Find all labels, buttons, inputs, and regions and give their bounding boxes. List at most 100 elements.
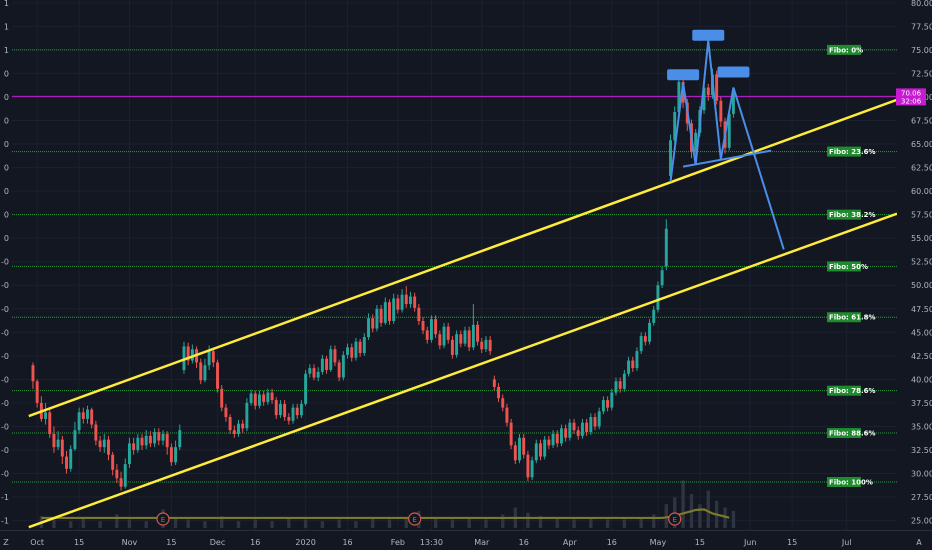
- candle-body: [169, 447, 173, 463]
- candle-body: [94, 424, 98, 441]
- candle-body: [69, 449, 73, 469]
- candle-body: [534, 443, 538, 461]
- pattern-marker: [667, 69, 700, 81]
- left-tick-label: -0: [1, 352, 9, 361]
- candle-body: [585, 422, 589, 433]
- candle-body: [719, 100, 723, 122]
- candle-body: [102, 439, 106, 448]
- head-shoulders-pattern[interactable]: [667, 29, 785, 250]
- time-axis-background: [0, 530, 932, 550]
- price-tick-label: 27.50: [911, 493, 932, 502]
- candle-body: [618, 381, 622, 389]
- left-tick-label: 0: [4, 211, 9, 220]
- candle-body: [572, 422, 576, 431]
- price-tick-label: 42.50: [911, 352, 932, 361]
- time-tick-label: Feb: [391, 538, 405, 547]
- candle-body: [237, 423, 240, 434]
- candle-body: [622, 373, 626, 389]
- price-tick-label: 50.00: [911, 281, 932, 290]
- candle-body: [492, 379, 496, 387]
- candle-body: [413, 296, 417, 308]
- left-tick-label: -0: [1, 305, 9, 314]
- candle-body: [287, 417, 291, 421]
- fibonacci-levels[interactable]: [12, 49, 897, 483]
- candle-body: [379, 308, 383, 323]
- candle-body: [257, 394, 261, 406]
- candle-body: [706, 87, 710, 96]
- candle-body: [522, 437, 526, 455]
- earnings-event-icon: [156, 512, 170, 526]
- price-tick-label: 25.00: [911, 517, 932, 526]
- candle-body: [731, 93, 735, 114]
- price-tick-label: 57.50: [911, 211, 932, 220]
- left-tick-label: 0: [4, 69, 9, 78]
- candle-body: [346, 347, 350, 355]
- fibonacci-label: Fibo: 0%: [829, 46, 863, 54]
- volume-bar: [98, 521, 102, 528]
- fibonacci-label-box: [827, 261, 861, 272]
- candle-body: [232, 430, 236, 434]
- price-axis[interactable]: 80.0077.5075.0072.5070.0067.5065.0062.50…: [896, 0, 932, 550]
- time-axis[interactable]: Oct 15 Nov 15 Dec 16 2020 16 Feb 13:30 Mar 16 Apr 16 M…: [0, 530, 932, 550]
- trend-channel[interactable]: [28, 98, 898, 529]
- candle-body: [81, 412, 85, 419]
- candle-body: [312, 368, 316, 378]
- candle-body: [199, 362, 203, 381]
- volume-bar: [731, 511, 736, 528]
- candle-body: [52, 433, 56, 448]
- price-tick-label: 67.50: [911, 116, 932, 125]
- candle-body: [157, 432, 161, 441]
- candle-body: [304, 373, 308, 404]
- candle-body: [291, 407, 295, 421]
- volume-bar: [484, 519, 488, 528]
- volume-bar: [433, 517, 438, 528]
- time-tick-label: Jun: [743, 538, 757, 547]
- candle-body: [367, 318, 370, 338]
- candle-body: [593, 417, 597, 427]
- volume-bar: [115, 514, 119, 528]
- earnings-event-icon: [668, 512, 682, 526]
- candle-body: [358, 341, 362, 354]
- time-tick-label: 16: [342, 538, 352, 547]
- volume-bar: [387, 519, 392, 528]
- price-tick-label: 65.00: [911, 140, 932, 149]
- time-tick-label: 16: [519, 538, 529, 547]
- candle-body: [463, 330, 467, 344]
- candle-body: [153, 432, 157, 444]
- fibonacci-label: Fibo: 61.8%: [829, 314, 876, 322]
- price-tick-label: 52.50: [911, 258, 932, 267]
- price-tick-label: 45.00: [911, 328, 932, 337]
- volume-bar: [203, 521, 207, 528]
- left-tick-label: -0: [1, 470, 9, 479]
- fibonacci-label-box: [827, 209, 861, 220]
- volume-bar: [605, 519, 610, 528]
- candle-body: [144, 435, 148, 446]
- candle-body: [132, 443, 136, 450]
- candle-body: [673, 112, 677, 141]
- candle-body: [664, 228, 668, 267]
- candle-body: [627, 360, 631, 374]
- candle-body: [44, 412, 48, 419]
- price-tick-label: 30.00: [911, 470, 932, 479]
- time-tick-label: Apr: [563, 538, 578, 547]
- candle-body: [727, 113, 731, 148]
- time-tick-label: 15: [74, 538, 84, 547]
- candle-body: [266, 392, 270, 402]
- volume-bar: [144, 521, 148, 528]
- candle-body: [518, 437, 521, 461]
- candle-body: [35, 381, 39, 403]
- price-tick-label: 35.00: [911, 422, 932, 431]
- candle-body: [543, 439, 547, 457]
- candle-body: [375, 308, 379, 329]
- candle-body: [299, 403, 303, 416]
- left-tick-label: -0: [1, 375, 9, 384]
- candle-body: [207, 351, 211, 366]
- candle-body: [539, 443, 542, 457]
- candle-body: [77, 412, 81, 431]
- volume-bar: [572, 519, 576, 528]
- left-tick-label: 1: [4, 46, 9, 55]
- left-tick-label: -0: [1, 446, 9, 455]
- candle-body: [417, 307, 421, 322]
